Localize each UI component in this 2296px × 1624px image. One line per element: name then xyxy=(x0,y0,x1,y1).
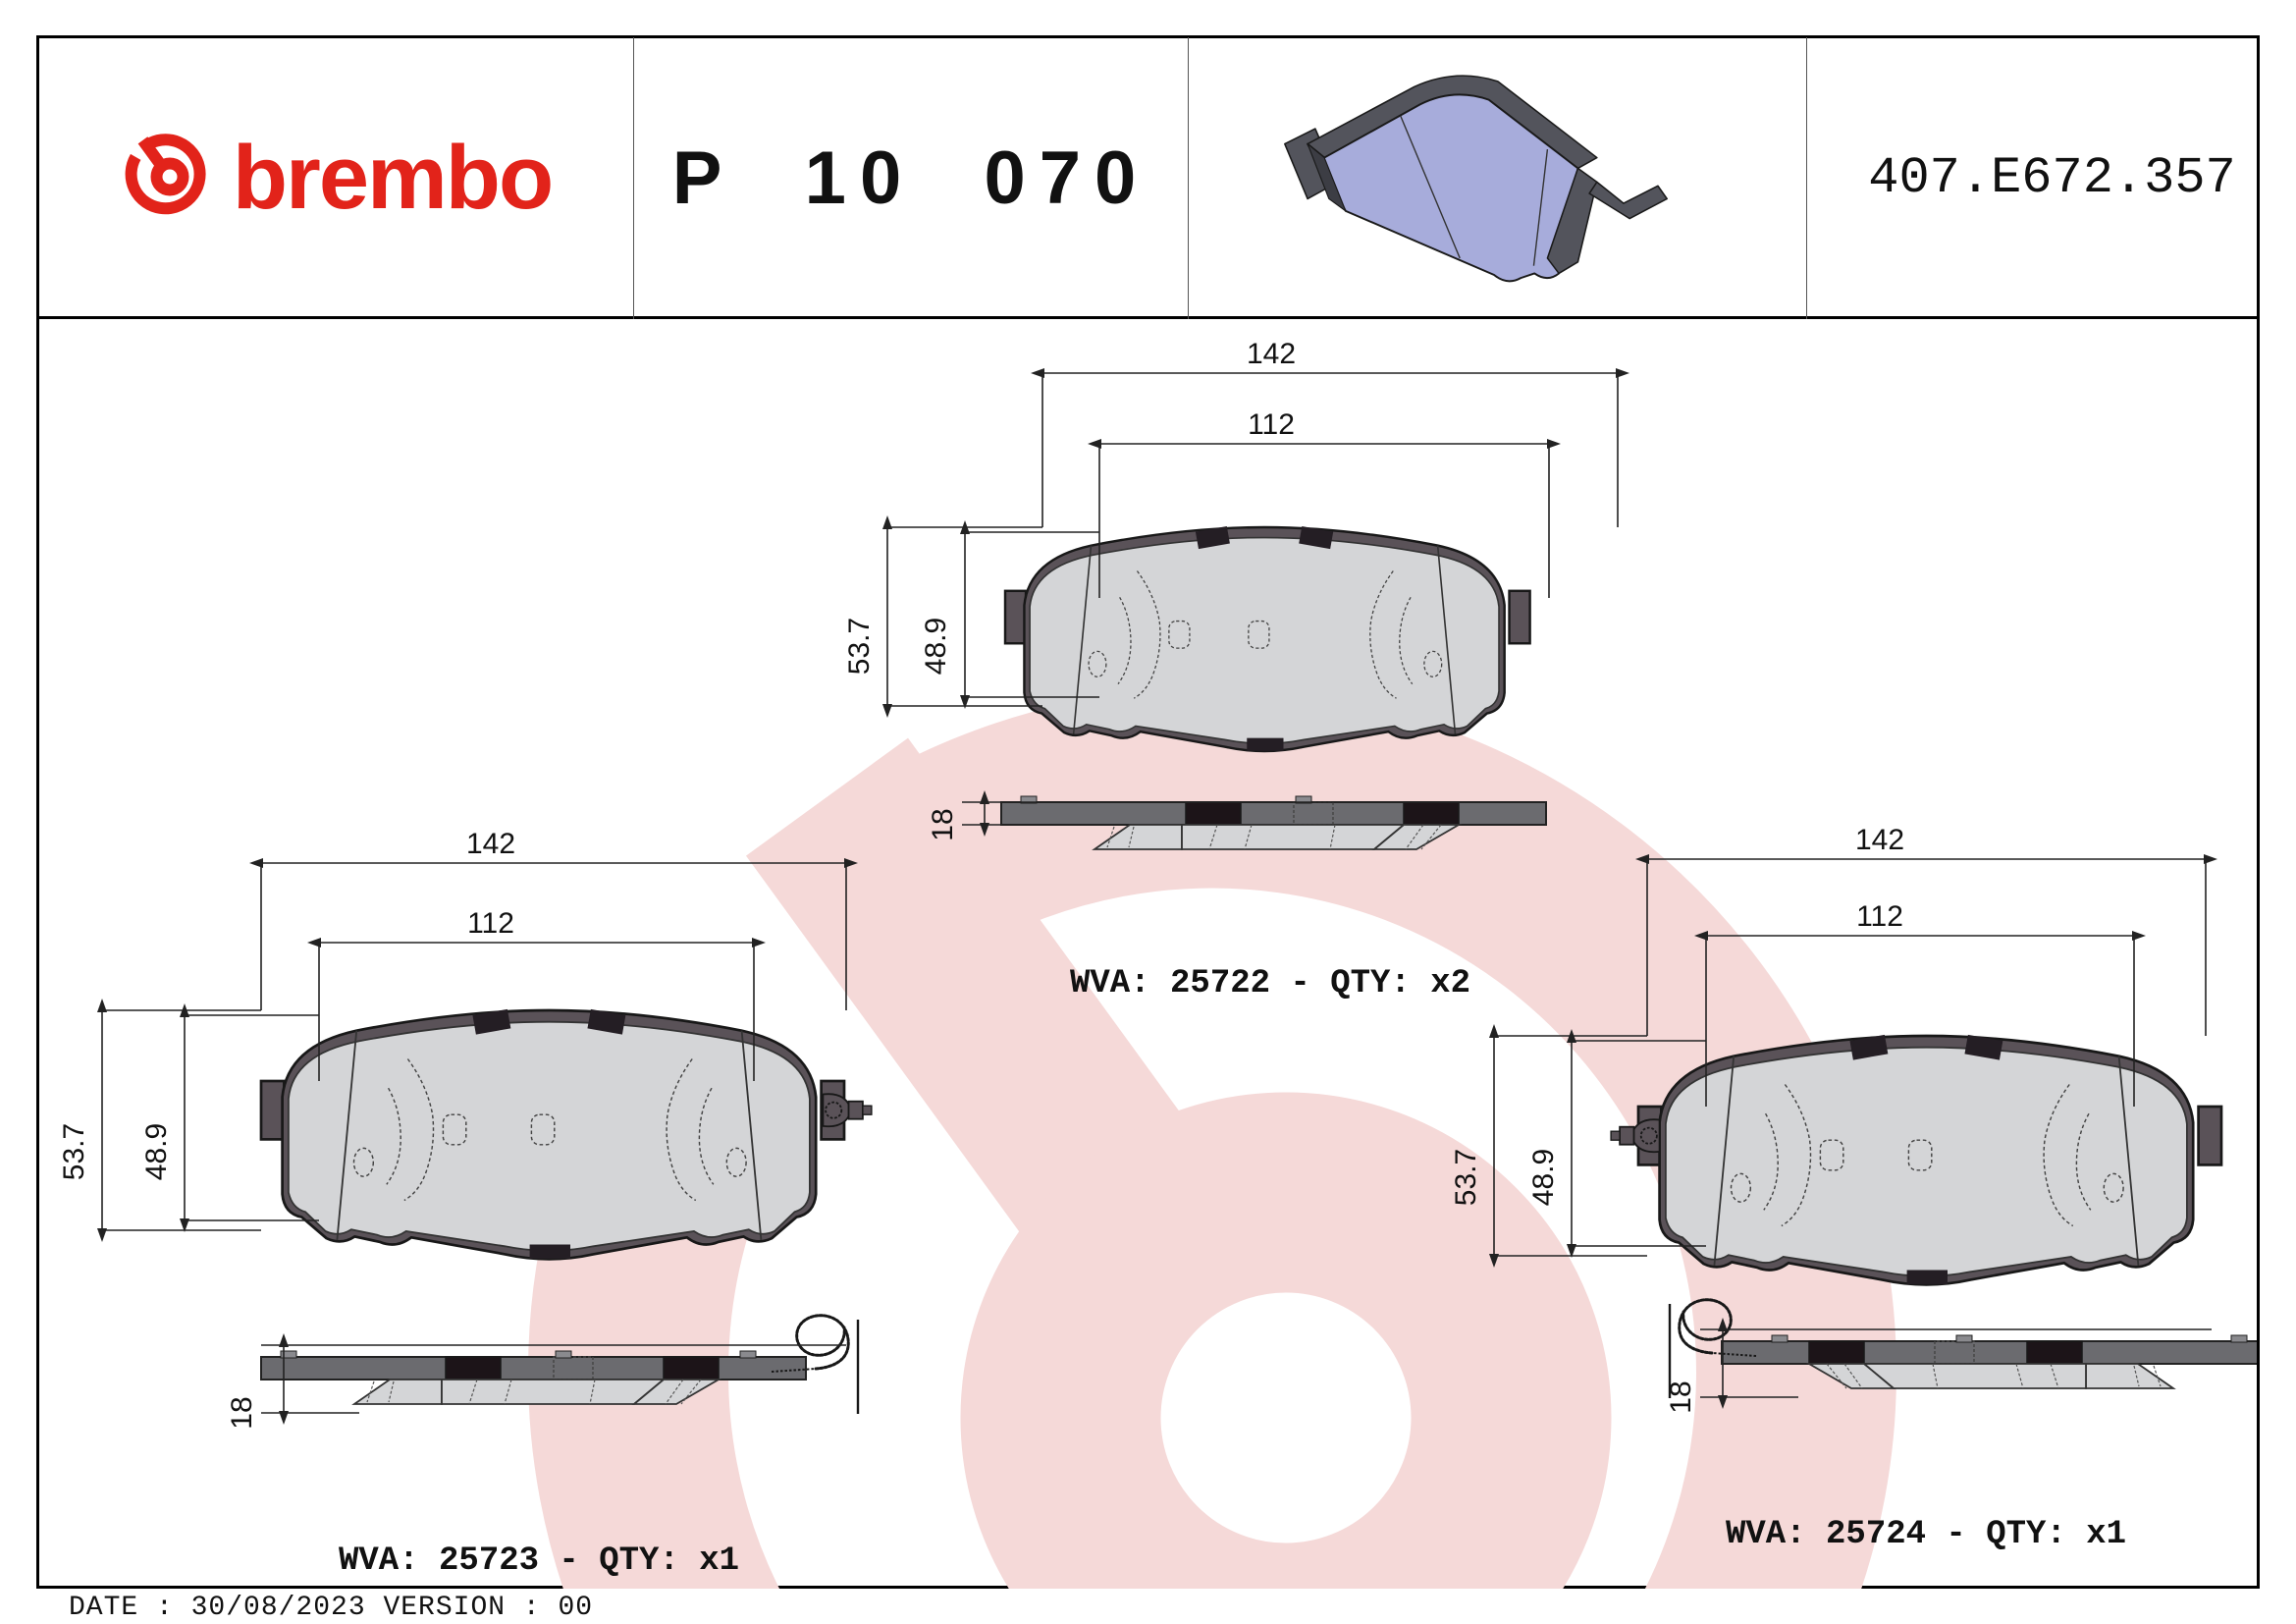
svg-text:48.9: 48.9 xyxy=(920,618,952,675)
svg-text:53.7: 53.7 xyxy=(1450,1149,1482,1206)
svg-text:WVA: 25724 - QTY: x1: WVA: 25724 - QTY: x1 xyxy=(1726,1516,2126,1553)
svg-text:18: 18 xyxy=(1665,1380,1697,1413)
svg-text:53.7: 53.7 xyxy=(58,1123,90,1180)
svg-text:142: 142 xyxy=(1247,338,1296,370)
svg-text:112: 112 xyxy=(1248,408,1295,441)
svg-text:48.9: 48.9 xyxy=(140,1123,173,1180)
svg-text:WVA: 25723 - QTY: x1: WVA: 25723 - QTY: x1 xyxy=(339,1543,739,1580)
svg-text:18: 18 xyxy=(226,1396,258,1429)
svg-text:112: 112 xyxy=(1856,900,1903,933)
svg-text:18: 18 xyxy=(927,808,959,840)
svg-text:142: 142 xyxy=(466,828,515,860)
svg-text:48.9: 48.9 xyxy=(1527,1149,1560,1206)
svg-text:142: 142 xyxy=(1855,824,1904,856)
svg-text:53.7: 53.7 xyxy=(843,618,876,675)
svg-text:WVA: 25722 - QTY: x2: WVA: 25722 - QTY: x2 xyxy=(1070,965,1470,1002)
svg-text:112: 112 xyxy=(467,907,514,940)
